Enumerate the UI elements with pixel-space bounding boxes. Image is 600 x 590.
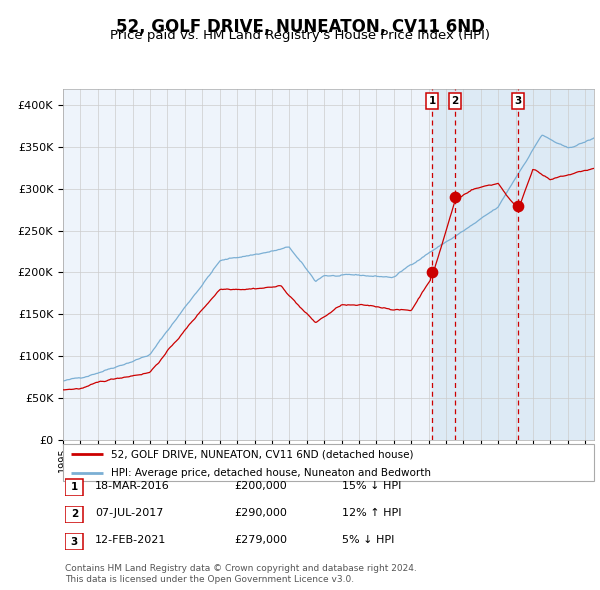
Text: 3: 3 xyxy=(71,537,78,546)
Text: 12-FEB-2021: 12-FEB-2021 xyxy=(95,536,166,545)
Text: 1: 1 xyxy=(71,483,78,492)
Text: £279,000: £279,000 xyxy=(234,536,287,545)
Text: £200,000: £200,000 xyxy=(234,481,287,491)
Point xyxy=(513,202,523,211)
Text: This data is licensed under the Open Government Licence v3.0.: This data is licensed under the Open Gov… xyxy=(65,575,354,584)
Text: 07-JUL-2017: 07-JUL-2017 xyxy=(95,509,163,518)
Text: HPI: Average price, detached house, Nuneaton and Bedworth: HPI: Average price, detached house, Nune… xyxy=(111,468,431,478)
Text: 15% ↓ HPI: 15% ↓ HPI xyxy=(342,481,401,491)
Text: 12% ↑ HPI: 12% ↑ HPI xyxy=(342,509,401,518)
FancyBboxPatch shape xyxy=(65,506,83,523)
Text: 2: 2 xyxy=(451,96,458,106)
Bar xyxy=(432,88,594,440)
FancyBboxPatch shape xyxy=(65,479,83,496)
Text: 2: 2 xyxy=(71,510,78,519)
Text: £290,000: £290,000 xyxy=(234,509,287,518)
Text: 5% ↓ HPI: 5% ↓ HPI xyxy=(342,536,394,545)
FancyBboxPatch shape xyxy=(65,533,83,550)
FancyBboxPatch shape xyxy=(63,444,594,481)
Text: 52, GOLF DRIVE, NUNEATON, CV11 6ND: 52, GOLF DRIVE, NUNEATON, CV11 6ND xyxy=(116,18,484,36)
Point xyxy=(427,268,437,277)
Text: 18-MAR-2016: 18-MAR-2016 xyxy=(95,481,170,491)
Text: 1: 1 xyxy=(428,96,436,106)
Text: 52, GOLF DRIVE, NUNEATON, CV11 6ND (detached house): 52, GOLF DRIVE, NUNEATON, CV11 6ND (deta… xyxy=(111,449,413,459)
Text: 3: 3 xyxy=(514,96,521,106)
Point xyxy=(450,192,460,202)
Text: Contains HM Land Registry data © Crown copyright and database right 2024.: Contains HM Land Registry data © Crown c… xyxy=(65,565,416,573)
Text: Price paid vs. HM Land Registry's House Price Index (HPI): Price paid vs. HM Land Registry's House … xyxy=(110,30,490,42)
